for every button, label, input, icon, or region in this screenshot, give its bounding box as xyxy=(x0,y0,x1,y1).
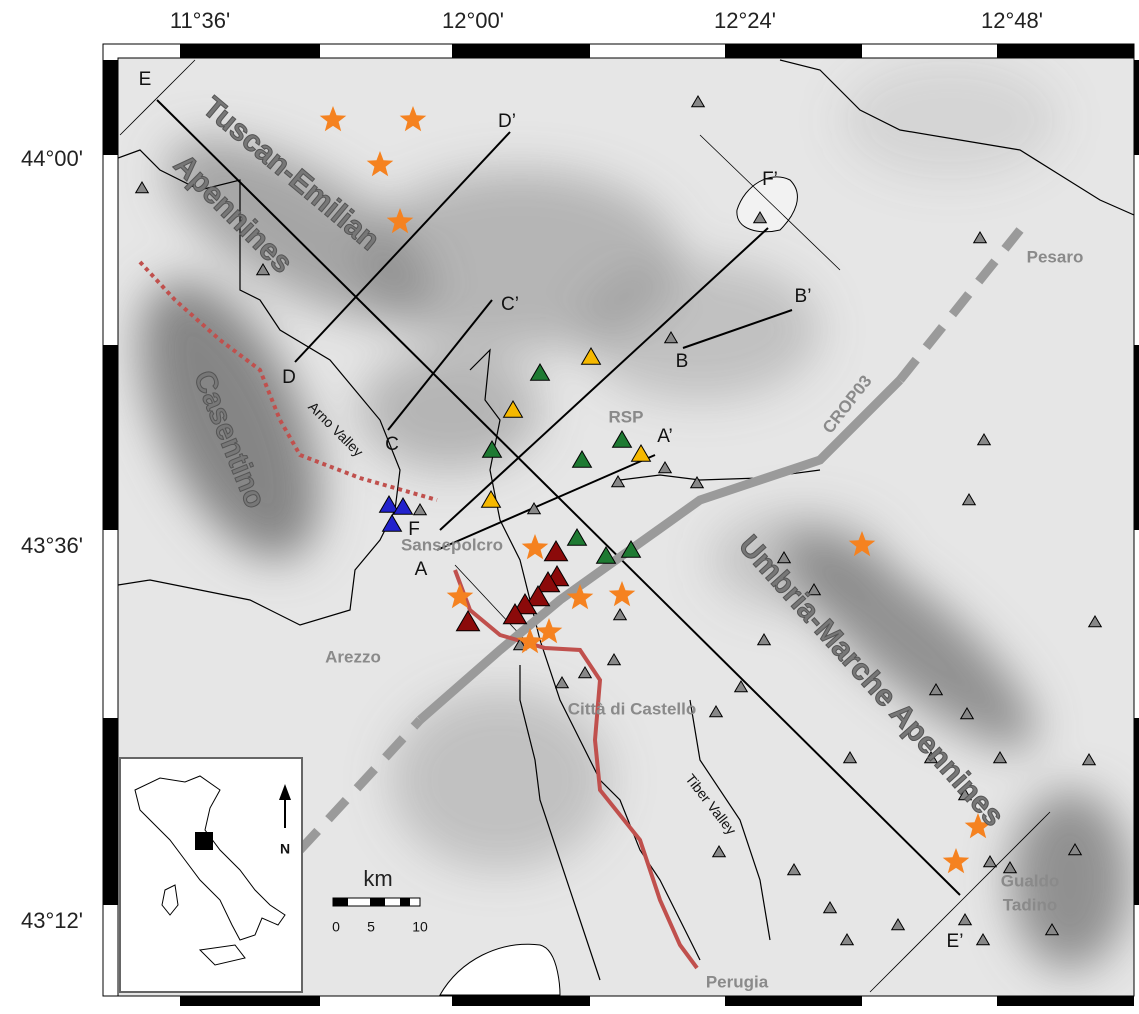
scale-bar xyxy=(333,898,420,906)
profile-label: C’ xyxy=(501,294,519,315)
scale-tick: 5 xyxy=(367,919,375,935)
profile-label: F’ xyxy=(762,169,778,190)
scale-tick: 10 xyxy=(412,919,428,935)
frame-seg xyxy=(997,996,1134,1006)
frame-seg xyxy=(1134,345,1139,530)
north-label: N xyxy=(280,841,290,857)
map: 11°36' 12°00' 12°24' 12°48' 44°00' 43°36' 43°1… xyxy=(0,0,1139,1009)
place-label: Città di Castello xyxy=(568,699,696,718)
frame-seg xyxy=(1134,718,1139,905)
inset-map xyxy=(120,758,302,992)
longitude-label: 11°36' xyxy=(170,8,230,33)
latitude-label: 43°36' xyxy=(21,533,83,558)
frame-seg xyxy=(452,996,590,1006)
profile-label: A xyxy=(415,559,428,580)
frame-seg xyxy=(725,44,862,58)
frame-seg xyxy=(1134,60,1139,155)
latitude-label: 43°12' xyxy=(21,908,83,933)
frame-seg xyxy=(725,996,862,1006)
frame-seg xyxy=(997,44,1134,58)
place-label: Tadino xyxy=(1003,895,1057,914)
frame-seg xyxy=(103,60,118,155)
frame-seg xyxy=(103,345,118,530)
frame-seg xyxy=(180,44,320,58)
profile-label: B xyxy=(676,351,689,372)
profile-label: B’ xyxy=(795,286,812,307)
longitude-label: 12°00' xyxy=(442,8,504,33)
longitude-label: 12°48' xyxy=(981,8,1043,33)
profile-label: E xyxy=(139,69,152,90)
scale-unit: km xyxy=(363,866,392,891)
frame-seg xyxy=(180,996,320,1006)
place-label: Arezzo xyxy=(325,647,381,666)
profile-label: D’ xyxy=(498,111,516,132)
scale-tick: 0 xyxy=(332,919,340,935)
profile-label: A’ xyxy=(657,426,672,447)
longitude-label: 12°24' xyxy=(714,8,776,33)
profile-label: F xyxy=(408,519,420,540)
profile-label: E’ xyxy=(947,931,964,952)
place-label: Perugia xyxy=(706,972,769,991)
frame-seg xyxy=(452,44,590,58)
place-label: Pesaro xyxy=(1027,247,1084,266)
feature-label: RSP xyxy=(609,407,644,426)
place-label: Gualdo xyxy=(1001,871,1060,890)
latitude-label: 44°00' xyxy=(21,146,83,171)
profile-label: D xyxy=(282,367,296,388)
frame-seg xyxy=(103,718,118,905)
profile-label: C xyxy=(385,434,399,455)
